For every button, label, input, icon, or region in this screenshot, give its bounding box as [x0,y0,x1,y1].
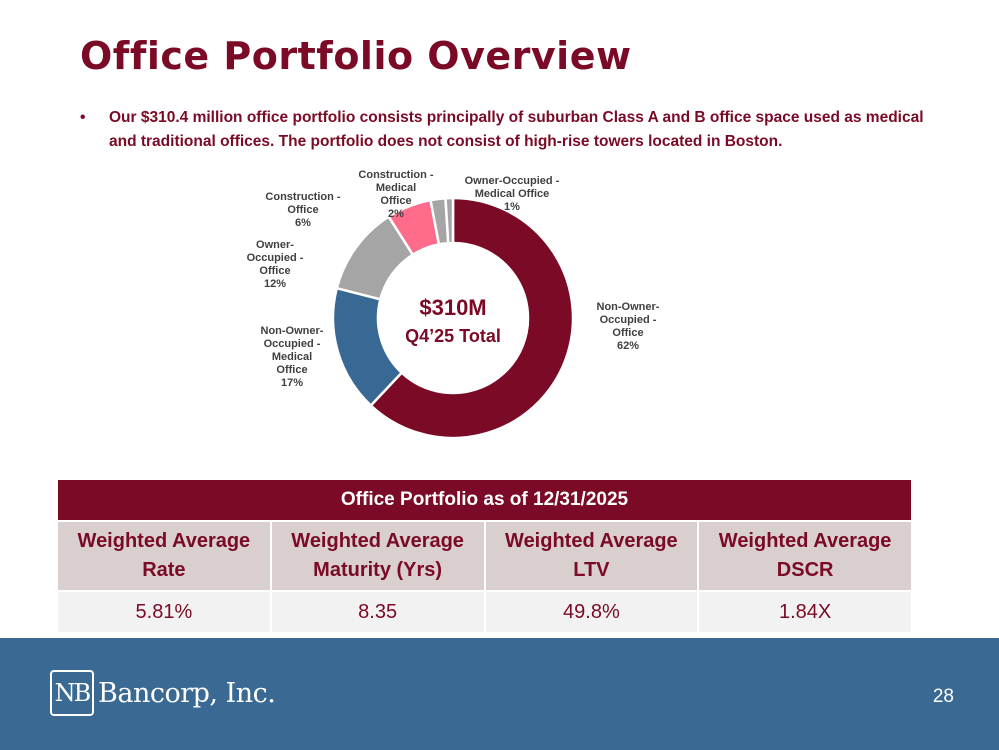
slice-label: Non-Owner-Occupied -Medical Office 17% [261,325,324,389]
table-header-row: Weighted Average Rate Weighted Average Mat… [58,522,911,590]
page-title: Office Portfolio Overview [80,34,632,78]
logo-mark: NB [50,670,94,716]
value-maturity: 8.35 [271,592,486,632]
header-rate: Weighted Average Rate [58,522,272,590]
donut-slice [369,196,575,440]
company-logo: NB Bancorp, Inc. [50,670,276,716]
header-dscr: Weighted Average DSCR [699,522,911,590]
header-maturity: Weighted Average Maturity (Yrs) [271,522,486,590]
summary-bullet: • Our $310.4 million office portfolio co… [80,106,930,154]
value-ltv: 49.8% [485,592,700,632]
value-dscr: 1.84X [699,592,911,632]
footer-bar: NB Bancorp, Inc. 28 [0,638,999,750]
page-number: 28 [932,686,954,707]
bullet-marker: • [80,109,86,126]
slice-label: Owner-Occupied -Office 12% [247,239,304,290]
slice-label: Construction -Medical Office 2% [358,169,433,220]
donut-center-total: $310M [419,295,486,320]
slice-label: Non-Owner-Occupied -Office 62% [597,301,660,352]
office-portfolio-donut-chart: Non-Owner-Occupied -Office 62% Non-Owner-O… [247,169,660,440]
summary-text: Our $310.4 million office portfolio cons… [109,109,924,150]
portfolio-metrics-table: Office Portfolio as of 12/31/2025 Weight… [58,480,911,632]
header-ltv: Weighted Average LTV [485,522,700,590]
table-row: 5.81% 8.35 49.8% 1.84X [58,590,911,632]
slice-label: Construction -Office 6% [265,191,340,229]
donut-slice [444,196,455,245]
slice-label: Owner-Occupied -Medical Office 1% [465,175,560,213]
donut-center-period: Q4’25 Total [405,326,501,346]
value-rate: 5.81% [58,592,272,632]
table-title: Office Portfolio as of 12/31/2025 [58,480,911,520]
logo-text: Bancorp, Inc. [98,677,276,709]
